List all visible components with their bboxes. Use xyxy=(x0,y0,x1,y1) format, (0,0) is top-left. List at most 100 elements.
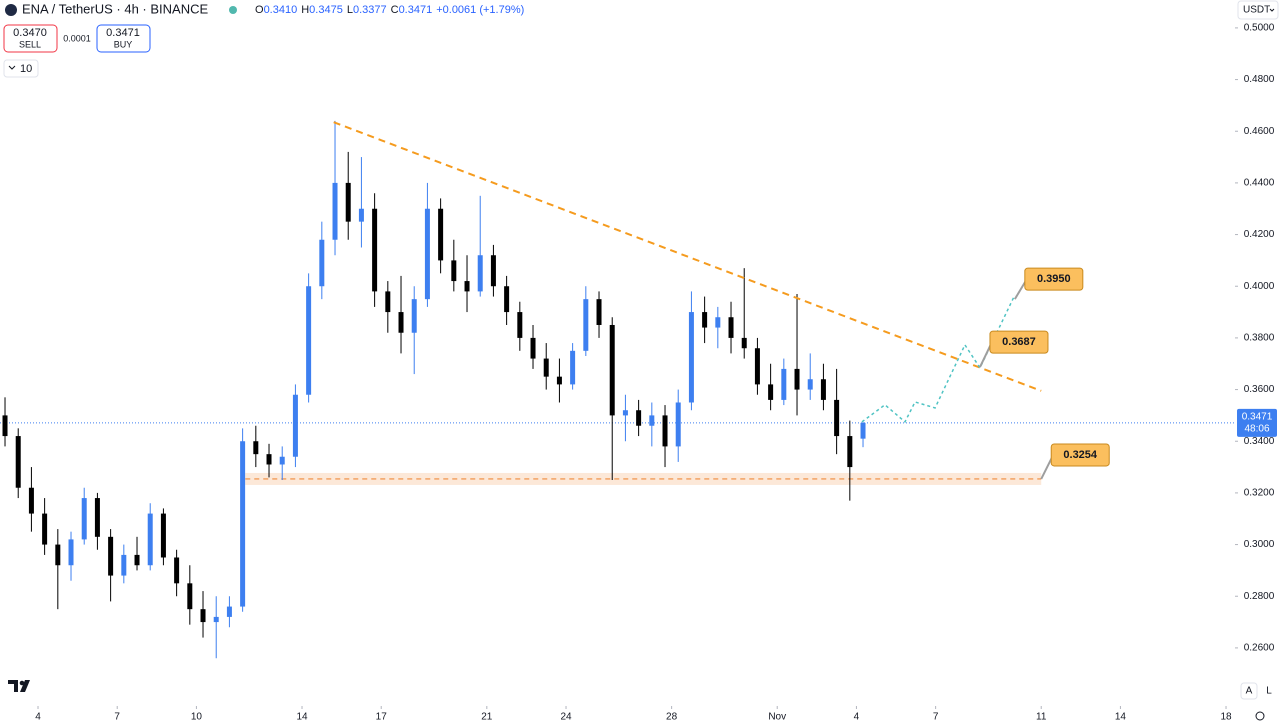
indicators-toggle[interactable] xyxy=(3,59,39,78)
price-axis-bg xyxy=(1235,0,1280,725)
y-tick-label: 0.5000 xyxy=(1244,23,1275,34)
x-tick-label: 7 xyxy=(114,712,120,723)
symbol: ENA / TetherUS · 4h · BINANCE xyxy=(22,1,208,16)
h-value: 0.3475 xyxy=(309,4,343,16)
candle-body xyxy=(160,513,166,558)
y-tick-label: 0.4000 xyxy=(1244,281,1275,292)
x-tick-label: Nov xyxy=(768,712,786,723)
candle-body xyxy=(266,454,272,465)
candle-body xyxy=(147,513,153,566)
x-tick-label: 10 xyxy=(191,712,203,723)
sell-price: 0.3470 xyxy=(13,27,47,39)
plot: 0.3950 0.3687 0.3254 xyxy=(0,120,1235,659)
candle-body xyxy=(781,368,787,400)
candle-body xyxy=(847,436,853,468)
x-tick-label: 4 xyxy=(854,712,860,723)
auto-label: A xyxy=(1246,686,1253,697)
y-tick-label: 0.3000 xyxy=(1244,539,1275,550)
candle-body xyxy=(319,239,325,287)
x-tick-label: 14 xyxy=(296,712,308,723)
o-key: O xyxy=(255,4,264,16)
buy-button[interactable] xyxy=(96,24,151,53)
auto-scale[interactable] xyxy=(1240,682,1258,700)
y-tick-label: 0.3800 xyxy=(1244,333,1275,344)
candle-body xyxy=(68,539,74,566)
y-tick-label: 0.3400 xyxy=(1244,436,1275,447)
callout-label: 0.3254 xyxy=(1063,449,1098,461)
candle-body xyxy=(134,554,140,566)
currency-button[interactable] xyxy=(1237,0,1279,20)
o-value: 0.3410 xyxy=(264,4,298,16)
x-tick-label: 24 xyxy=(560,712,572,723)
candle-body xyxy=(741,337,747,349)
candle-body xyxy=(28,487,34,514)
candle-body xyxy=(451,260,457,282)
candle-body xyxy=(477,255,483,292)
l-value: 0.3377 xyxy=(353,4,387,16)
callout-box xyxy=(1050,443,1110,467)
candle-body xyxy=(81,498,87,540)
candle-body xyxy=(213,616,219,623)
y-tick-label: 0.4400 xyxy=(1244,178,1275,189)
candle-body xyxy=(820,379,826,400)
candle-body xyxy=(675,402,681,447)
candle-body xyxy=(504,286,510,313)
candle-body xyxy=(556,376,562,385)
candle-body xyxy=(358,208,364,222)
x-tick-label: 21 xyxy=(481,712,493,723)
candle-body xyxy=(345,182,351,222)
sell-button[interactable] xyxy=(3,24,58,53)
candle-body xyxy=(728,317,734,338)
x-tick-label: 11 xyxy=(1036,712,1047,723)
y-tick-label: 0.4600 xyxy=(1244,126,1275,137)
y-tick-label: 0.2800 xyxy=(1244,591,1275,602)
candle-body xyxy=(174,557,180,584)
x-tick-label: 18 xyxy=(1220,712,1232,723)
price-tag-label: 0.3471 xyxy=(1242,412,1273,423)
log-label[interactable]: L xyxy=(1266,686,1272,697)
candle-body xyxy=(464,281,470,292)
candle-body xyxy=(662,415,668,447)
callout-box xyxy=(989,330,1049,354)
candle-body xyxy=(622,410,628,416)
candle-body xyxy=(860,422,866,439)
candle-body xyxy=(411,299,417,333)
settings-icon[interactable] xyxy=(1255,711,1265,721)
candle-body xyxy=(306,286,312,395)
candle-body xyxy=(279,456,285,465)
candle-body xyxy=(187,583,193,610)
candle-body xyxy=(807,379,813,390)
ohlc: O0.3410 H0.3475 L0.3377 C0.3471 +0.0061 (+1.… xyxy=(255,4,524,16)
price-tag-countdown: 48:06 xyxy=(1244,424,1269,435)
logo xyxy=(8,680,30,692)
buy-label: BUY xyxy=(114,39,133,49)
candle-body xyxy=(596,299,602,325)
candle-body xyxy=(834,399,840,437)
x-tick-label: 28 xyxy=(666,712,678,723)
candle-body xyxy=(570,350,576,385)
y-tick-label: 0.3600 xyxy=(1244,384,1275,395)
c-key: C xyxy=(391,4,399,16)
callout-label: 0.3950 xyxy=(1037,273,1071,285)
candle-body xyxy=(794,368,800,390)
x-tick-label: 17 xyxy=(376,712,388,723)
callout-box xyxy=(1024,267,1084,291)
price-tag xyxy=(1237,408,1277,437)
c-value: 0.3471 xyxy=(399,4,433,16)
candle-body xyxy=(702,312,708,328)
candle-body xyxy=(226,606,232,617)
x-tick-label: 14 xyxy=(1115,712,1127,723)
candle-body xyxy=(2,415,8,437)
candle-body xyxy=(372,208,378,292)
l-key: L xyxy=(347,4,353,16)
indicator-count: 10 xyxy=(20,63,32,75)
candle-body xyxy=(543,358,549,377)
candle-body xyxy=(121,554,127,576)
candle-body xyxy=(200,609,206,623)
candle-body xyxy=(754,348,760,385)
y-tick-label: 0.2600 xyxy=(1244,643,1275,654)
candle-body xyxy=(583,299,589,351)
logo-dot xyxy=(19,680,25,686)
candle-body xyxy=(438,208,444,261)
